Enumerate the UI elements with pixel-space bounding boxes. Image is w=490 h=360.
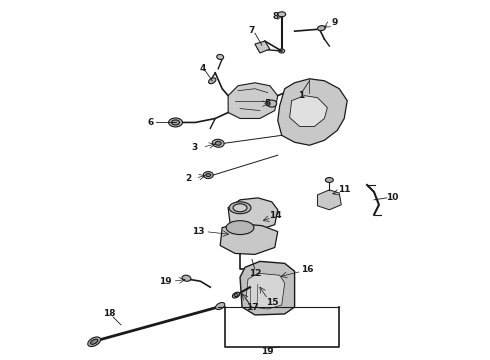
Ellipse shape bbox=[226, 221, 254, 235]
Ellipse shape bbox=[318, 26, 325, 31]
Text: 5: 5 bbox=[265, 99, 271, 108]
Polygon shape bbox=[318, 190, 341, 210]
Polygon shape bbox=[228, 198, 278, 230]
Text: 19: 19 bbox=[159, 277, 172, 286]
Polygon shape bbox=[290, 96, 327, 126]
Text: 18: 18 bbox=[103, 310, 115, 319]
Ellipse shape bbox=[217, 54, 223, 59]
Text: 9: 9 bbox=[331, 18, 338, 27]
Text: 6: 6 bbox=[147, 118, 154, 127]
Text: 12: 12 bbox=[248, 269, 261, 278]
Ellipse shape bbox=[172, 120, 179, 125]
Text: 16: 16 bbox=[301, 265, 314, 274]
Ellipse shape bbox=[215, 141, 221, 145]
Text: 14: 14 bbox=[270, 211, 282, 220]
Ellipse shape bbox=[267, 100, 277, 107]
Ellipse shape bbox=[229, 202, 251, 214]
Text: 1: 1 bbox=[298, 91, 305, 100]
Polygon shape bbox=[255, 41, 270, 53]
Ellipse shape bbox=[279, 49, 285, 53]
Ellipse shape bbox=[278, 12, 286, 17]
Ellipse shape bbox=[212, 139, 224, 147]
Ellipse shape bbox=[209, 78, 216, 84]
Text: 17: 17 bbox=[245, 302, 258, 311]
Text: 7: 7 bbox=[249, 26, 255, 35]
Polygon shape bbox=[220, 224, 278, 255]
Ellipse shape bbox=[91, 339, 98, 344]
Ellipse shape bbox=[232, 292, 240, 298]
Text: 3: 3 bbox=[191, 143, 197, 152]
Ellipse shape bbox=[261, 271, 283, 284]
Text: 11: 11 bbox=[338, 185, 350, 194]
Ellipse shape bbox=[206, 174, 211, 176]
Text: 10: 10 bbox=[386, 193, 398, 202]
Ellipse shape bbox=[203, 172, 213, 179]
Polygon shape bbox=[240, 261, 294, 315]
Text: 19: 19 bbox=[262, 347, 274, 356]
Ellipse shape bbox=[88, 337, 100, 347]
Text: 13: 13 bbox=[192, 227, 205, 236]
Ellipse shape bbox=[265, 273, 279, 281]
Ellipse shape bbox=[234, 294, 238, 297]
Ellipse shape bbox=[216, 302, 225, 310]
Polygon shape bbox=[246, 273, 285, 309]
Polygon shape bbox=[278, 79, 347, 145]
Ellipse shape bbox=[182, 275, 191, 281]
Ellipse shape bbox=[325, 177, 333, 183]
Text: 4: 4 bbox=[199, 64, 205, 73]
Text: 8: 8 bbox=[272, 12, 279, 21]
Text: 15: 15 bbox=[266, 298, 278, 307]
Text: 2: 2 bbox=[185, 174, 192, 183]
Ellipse shape bbox=[169, 118, 182, 127]
Ellipse shape bbox=[233, 204, 247, 212]
Polygon shape bbox=[228, 83, 278, 118]
